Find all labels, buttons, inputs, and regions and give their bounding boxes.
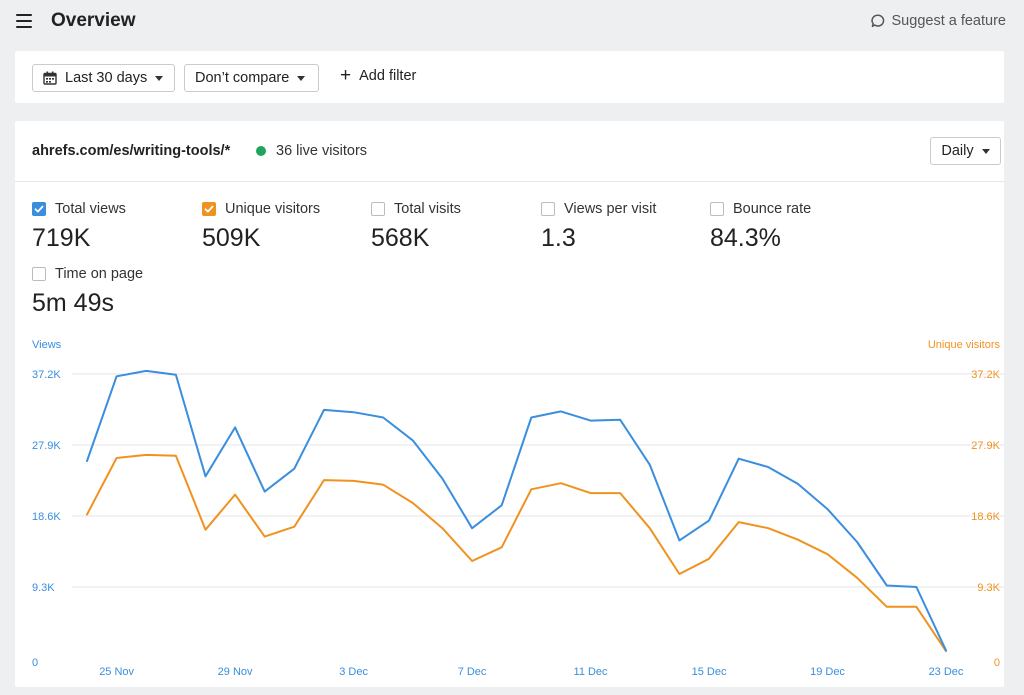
check-icon xyxy=(34,205,44,213)
interval-dropdown[interactable]: Daily xyxy=(930,137,1001,165)
analytics-panel: ahrefs.com/es/writing-tools/* 36 live vi… xyxy=(15,121,1004,687)
y-left-tick-label: 27.9K xyxy=(32,440,61,452)
series-line-unique-visitors xyxy=(86,453,947,653)
metric-total-views: Total views 719K xyxy=(32,201,126,253)
checkbox-icon[interactable] xyxy=(202,202,216,216)
plus-icon: + xyxy=(340,65,352,86)
checkbox-icon[interactable] xyxy=(541,202,555,216)
metric-label: Unique visitors xyxy=(225,201,321,217)
interval-label: Daily xyxy=(941,143,974,159)
x-tick-label: 19 Dec xyxy=(810,666,845,678)
y-left-tick-label: 37.2K xyxy=(32,369,61,381)
metric-label: Bounce rate xyxy=(733,201,812,217)
metric-value: 719K xyxy=(32,224,91,252)
metric-bounce-rate: Bounce rate 84.3% xyxy=(710,201,811,253)
menu-icon[interactable] xyxy=(16,14,32,28)
x-tick-label: 29 Nov xyxy=(218,666,253,678)
metric-value: 1.3 xyxy=(541,224,576,252)
y-right-tick-label: 18.6K xyxy=(971,511,1000,523)
metric-toggle[interactable]: Total views xyxy=(32,201,126,217)
caret-down-icon xyxy=(981,148,990,154)
metric-label: Views per visit xyxy=(564,201,657,217)
live-visitors-label: 36 live visitors xyxy=(276,143,368,159)
y-left-tick-label: 0 xyxy=(32,657,38,669)
y-right-axis-title: Unique visitors xyxy=(928,339,1001,351)
site-url: ahrefs.com/es/writing-tools/* xyxy=(32,143,231,159)
line-chart: Views Unique visitors 0 0 9.3K 9.3K 18.6K 18.6K… xyxy=(32,339,1004,678)
checkbox-icon[interactable] xyxy=(32,267,46,281)
metric-value: 84.3% xyxy=(710,224,781,252)
x-tick-label: 15 Dec xyxy=(692,666,727,678)
metric-label: Total visits xyxy=(394,201,461,217)
series-line-total-views xyxy=(86,369,947,652)
caret-down-icon xyxy=(155,75,164,81)
metric-value: 509K xyxy=(202,224,261,252)
y-left-tick-label: 18.6K xyxy=(32,511,61,523)
filter-bar: Last 30 days Don’t compare + Add filter xyxy=(15,51,1004,103)
caret-down-icon xyxy=(297,75,306,81)
metric-time-on-page: Time on page 5m 49s xyxy=(32,266,143,318)
x-tick-label: 23 Dec xyxy=(929,666,964,678)
live-dot-icon xyxy=(256,146,266,156)
compare-dropdown[interactable]: Don’t compare xyxy=(184,64,319,92)
metric-value: 5m 49s xyxy=(32,289,114,317)
metric-unique-visitors: Unique visitors 509K xyxy=(202,201,320,253)
add-filter-button[interactable]: + Add filter xyxy=(340,65,417,86)
checkbox-icon[interactable] xyxy=(371,202,385,216)
x-tick-label: 25 Nov xyxy=(99,666,134,678)
check-icon xyxy=(204,205,214,213)
checkbox-icon[interactable] xyxy=(32,202,46,216)
compare-label: Don’t compare xyxy=(195,70,290,86)
metric-total-visits: Total visits 568K xyxy=(371,201,461,253)
x-tick-label: 7 Dec xyxy=(458,666,487,678)
metric-toggle[interactable]: Total visits xyxy=(371,201,461,217)
y-left-axis-title: Views xyxy=(32,339,62,351)
metric-toggle[interactable]: Unique visitors xyxy=(202,201,320,217)
views-chart: Views Unique visitors 0 0 9.3K 9.3K 18.6K 18.6K… xyxy=(15,331,1004,687)
top-bar: Overview Suggest a feature xyxy=(0,0,1024,44)
metric-toggle[interactable]: Bounce rate xyxy=(710,201,811,217)
metric-label: Time on page xyxy=(55,266,144,282)
y-right-tick-label: 9.3K xyxy=(977,582,1000,594)
calendar-icon xyxy=(43,71,57,85)
suggest-feature-label: Suggest a feature xyxy=(891,13,1006,29)
live-visitors: 36 live visitors xyxy=(256,143,367,159)
metric-views-per-visit: Views per visit 1.3 xyxy=(541,201,656,253)
date-range-dropdown[interactable]: Last 30 days xyxy=(32,64,175,92)
checkbox-icon[interactable] xyxy=(710,202,724,216)
metric-toggle[interactable]: Time on page xyxy=(32,266,143,282)
suggest-feature-link[interactable]: Suggest a feature xyxy=(870,13,1006,29)
metric-label: Total views xyxy=(55,201,126,217)
date-range-label: Last 30 days xyxy=(65,70,148,86)
x-tick-label: 3 Dec xyxy=(339,666,368,678)
y-right-tick-label: 27.9K xyxy=(971,440,1000,452)
chat-bubble-icon xyxy=(870,14,884,28)
y-right-tick-label: 37.2K xyxy=(971,369,1000,381)
y-right-tick-label: 0 xyxy=(994,657,1000,669)
panel-header: ahrefs.com/es/writing-tools/* 36 live vi… xyxy=(15,121,1004,182)
add-filter-label: Add filter xyxy=(359,68,417,84)
x-tick-label: 11 Dec xyxy=(574,666,609,678)
page-title: Overview xyxy=(51,10,136,31)
y-left-tick-label: 9.3K xyxy=(32,582,55,594)
metric-value: 568K xyxy=(371,224,430,252)
metric-toggle[interactable]: Views per visit xyxy=(541,201,656,217)
